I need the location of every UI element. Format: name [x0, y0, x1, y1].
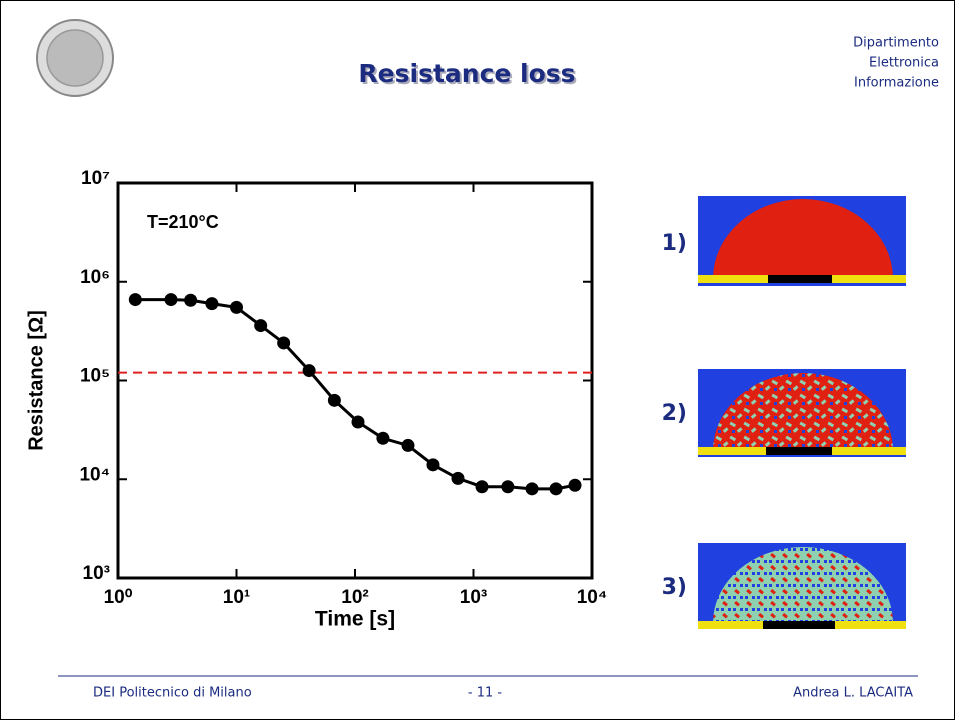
y-tick-label: 10⁵	[80, 366, 110, 387]
data-point	[164, 293, 178, 307]
panel-label: 2)	[662, 401, 687, 426]
data-point	[568, 478, 582, 492]
panel-images	[698, 196, 906, 629]
data-point	[376, 431, 390, 445]
panel-image	[698, 369, 906, 457]
data-point	[302, 364, 316, 378]
data-point	[525, 482, 539, 496]
data-point	[254, 319, 268, 333]
panel-label: 3)	[662, 575, 687, 600]
x-tick-label: 10³	[460, 587, 487, 608]
footer-center: - 11 -	[468, 686, 502, 701]
data-point	[475, 480, 489, 494]
panel-image	[698, 196, 906, 286]
y-tick-label: 10³	[83, 563, 110, 584]
annotation: T=210°C	[147, 212, 219, 232]
y-tick-label: 10⁷	[81, 168, 110, 189]
data-point	[277, 336, 291, 350]
x-tick-label: 10²	[341, 587, 368, 608]
y-tick-label: 10⁶	[80, 267, 110, 288]
y-tick-label: 10⁴	[79, 464, 110, 485]
data-point	[230, 300, 243, 314]
department-line: Informazione	[854, 76, 939, 91]
department-line: Dipartimento	[853, 36, 939, 51]
data-point	[501, 480, 515, 494]
footer-right: Andrea L. LACAITA	[793, 686, 913, 701]
y-axis-label: Resistance [Ω]	[25, 310, 47, 451]
x-tick-label: 10⁰	[104, 587, 133, 608]
data-point	[327, 393, 341, 407]
x-axis-label: Time [s]	[315, 608, 395, 631]
data-point	[451, 471, 465, 485]
data-line	[135, 298, 576, 491]
logo	[36, 19, 114, 97]
slide-title: Resistance loss	[358, 59, 575, 88]
data-point	[401, 438, 415, 452]
data-point	[205, 297, 219, 311]
plot-frame	[116, 181, 594, 580]
footer-left: DEI Politecnico di Milano	[93, 686, 252, 701]
data-point	[184, 293, 198, 307]
data-point	[426, 458, 440, 472]
title-shadow: Resistance loss	[360, 61, 577, 90]
data-point	[351, 415, 365, 429]
x-tick-label: 10⁴	[577, 587, 608, 608]
panel-label: 1)	[662, 231, 687, 256]
x-tick-label: 10¹	[223, 587, 250, 608]
department-line: Elettronica	[869, 56, 939, 71]
data-point	[128, 293, 142, 307]
data-point	[549, 482, 563, 496]
panel-image	[698, 543, 906, 629]
